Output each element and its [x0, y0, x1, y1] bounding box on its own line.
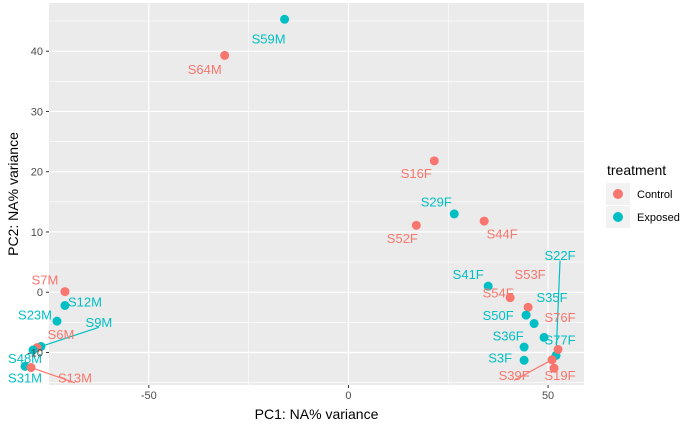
point-label: S16F — [401, 166, 432, 181]
point-label: S35F — [537, 290, 568, 305]
data-point — [519, 342, 529, 352]
point-label: S48M — [8, 351, 42, 366]
data-point — [549, 363, 559, 373]
data-point — [529, 319, 539, 329]
data-point — [539, 332, 549, 342]
data-points — [20, 14, 563, 373]
point-label: S53F — [515, 267, 546, 282]
legend-label: Exposed — [637, 212, 680, 224]
data-point — [429, 156, 439, 166]
point-label: S12M — [68, 294, 102, 309]
point-label: S76F — [545, 310, 576, 325]
data-point — [220, 50, 230, 60]
point-label: S22F — [545, 248, 576, 263]
point-label: S52F — [387, 231, 418, 246]
point-label: S39F — [499, 368, 530, 383]
point-label: S36F — [493, 329, 524, 344]
point-label: S77F — [545, 332, 576, 347]
label-segment — [30, 366, 76, 384]
legend-entries: Control Exposed — [606, 183, 680, 228]
point-label: S41F — [453, 267, 484, 282]
point-label: S54F — [483, 285, 514, 300]
data-point — [26, 363, 36, 373]
x-tick-label: 0 — [345, 390, 351, 402]
x-axis-ticks: -50 0 50 — [141, 385, 554, 402]
y-tick-label: 0 — [37, 287, 43, 299]
point-label: S64M — [188, 62, 222, 77]
data-point — [553, 344, 563, 354]
data-point — [280, 14, 290, 24]
data-point — [483, 281, 493, 291]
point-label: S31M — [8, 370, 42, 385]
point-label: S59M — [252, 32, 286, 47]
data-point — [521, 310, 531, 320]
data-point — [411, 220, 421, 230]
label-segment — [555, 260, 561, 356]
point-label: S23M — [18, 308, 52, 323]
legend: treatment Control Exposed — [606, 162, 680, 228]
y-tick-label: 20 — [31, 167, 43, 179]
data-point — [28, 345, 38, 355]
point-label: S44F — [487, 226, 518, 241]
label-segment — [513, 359, 553, 381]
plot-panel — [49, 3, 584, 385]
point-label: S9M — [86, 315, 113, 330]
x-tick-label: 50 — [542, 390, 554, 402]
legend-marker — [613, 189, 623, 199]
data-point — [449, 209, 459, 219]
x-axis-title: PC1: NA% variance — [255, 406, 379, 422]
data-point — [523, 302, 533, 312]
y-tick-label: 30 — [31, 106, 43, 118]
data-point — [60, 287, 70, 297]
data-point — [547, 355, 557, 365]
y-axis-ticks: -10 0 10 20 30 40 — [27, 46, 49, 359]
point-label: S3F — [488, 350, 512, 365]
data-point — [52, 316, 62, 326]
data-point — [519, 355, 529, 365]
data-point — [479, 216, 489, 226]
gridlines — [49, 3, 584, 385]
legend-title: treatment — [607, 162, 666, 178]
label-segment — [40, 326, 100, 348]
legend-marker — [613, 212, 623, 222]
point-label: S6M — [48, 327, 75, 342]
point-label: S7M — [32, 273, 59, 288]
label-segments — [30, 260, 561, 384]
y-tick-label: 10 — [31, 227, 43, 239]
data-point — [60, 300, 70, 310]
data-point — [505, 293, 515, 303]
y-axis-title: PC2: NA% variance — [5, 132, 21, 256]
point-labels: S59M S64M S16F S29F S44F S52F S22F S41F S53FS54F… — [8, 32, 576, 386]
x-tick-label: -50 — [141, 390, 157, 402]
point-label: S13M — [58, 370, 92, 385]
y-tick-label: 40 — [31, 46, 43, 58]
point-label: S50F — [483, 308, 514, 323]
y-tick-label: -10 — [27, 347, 43, 359]
point-label: S19F — [545, 368, 576, 383]
point-label: S29F — [421, 194, 452, 209]
legend-label: Control — [637, 189, 672, 201]
